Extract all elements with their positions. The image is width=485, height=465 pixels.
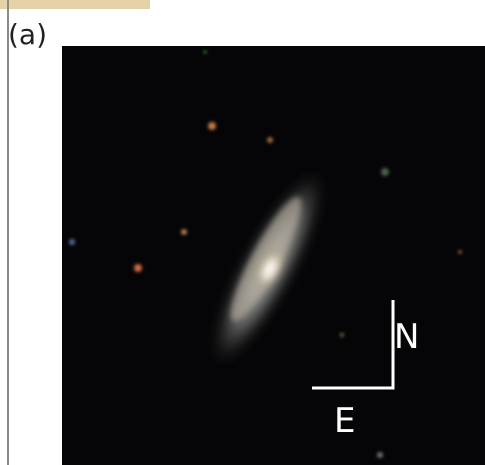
neighbour-fragment: [0, 0, 150, 9]
sky-image: N E: [62, 46, 485, 465]
north-label: N: [394, 317, 419, 357]
figure-panel: (a) N E: [0, 0, 485, 465]
panel-label: (a): [8, 18, 47, 51]
east-label: E: [334, 401, 355, 441]
